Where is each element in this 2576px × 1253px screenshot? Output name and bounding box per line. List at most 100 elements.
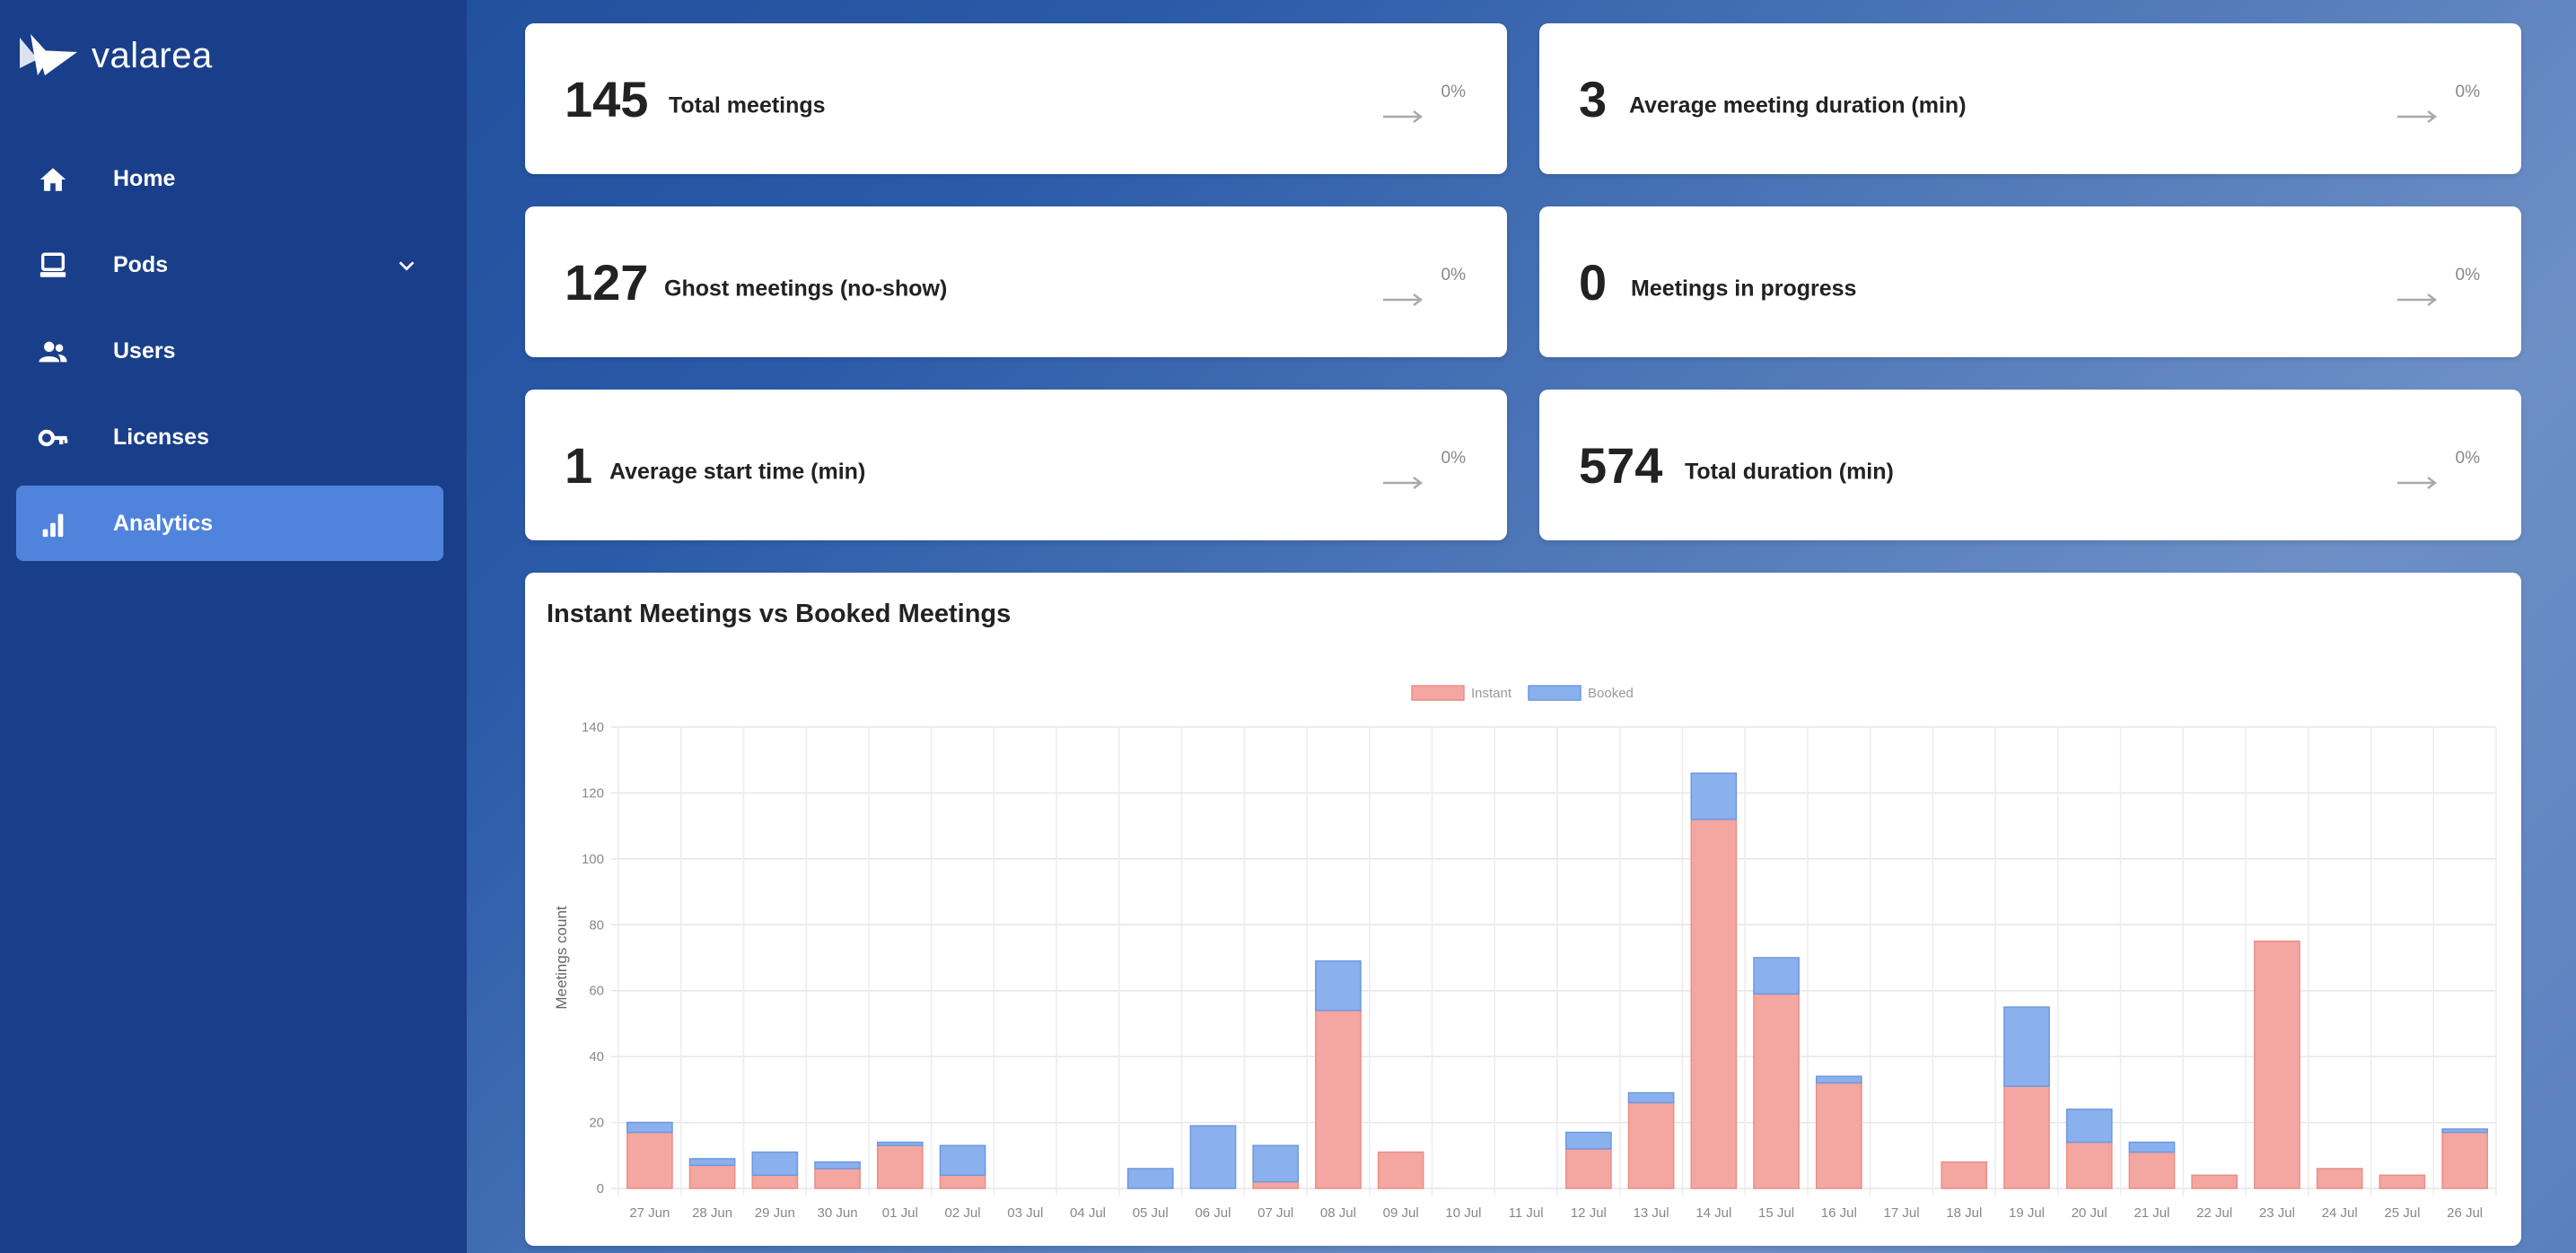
stat-trend: 0% [2455,266,2480,285]
bar-booked [2441,1128,2488,1134]
bar-booked [876,1141,924,1147]
chart-title: Instant Meetings vs Booked Meetings [547,600,1012,628]
x-tick-label: 06 Jul [1195,1205,1231,1221]
x-tick-label: 21 Jul [2134,1205,2169,1221]
stat-card-average-meeting-duration: 3 Average meeting duration (min) 0% [1539,23,2521,174]
arrow-right-icon [2397,110,2438,123]
bar-instant [1690,819,1738,1189]
bar-instant [2379,1174,2426,1189]
arrow-right-icon [1383,294,1424,306]
brand-name: valarea [92,35,213,75]
bar-booked [626,1121,673,1134]
x-tick-label: 27 Jun [629,1205,670,1221]
bar-booked [1565,1131,1612,1150]
bar-instant [814,1168,861,1189]
x-tick-label: 03 Jul [1007,1205,1043,1221]
x-tick-label: 25 Jul [2384,1205,2420,1221]
bar-instant [2191,1174,2239,1189]
x-tick-label: 16 Jul [1821,1205,1857,1221]
bar-instant [876,1144,924,1189]
meetings-bar-chart: 0 20 40 60 80 100 120 140 Meetings count 27 Jun 28… [553,685,2497,1221]
bar-instant [1941,1161,1988,1189]
x-tick-label: 30 Jun [818,1205,858,1221]
bar-booked [814,1161,861,1170]
stat-card-total-duration: 574 Total duration (min) 0% [1539,390,2521,540]
bar-instant [751,1174,799,1189]
bar-booked [939,1144,986,1177]
arrow-right-icon [2397,477,2438,489]
legend-label-booked: Booked [1588,686,1634,701]
bar-instant [1565,1148,1612,1189]
analytics-icon [42,513,64,538]
chevron-down-icon[interactable] [397,256,416,276]
bar-booked [1815,1075,1862,1084]
x-tick-label: 19 Jul [2009,1205,2045,1221]
x-tick-label: 26 Jul [2447,1205,2483,1221]
legend-label-instant: Instant [1471,686,1512,701]
y-tick-label: 40 [589,1049,604,1065]
y-tick-label: 20 [589,1116,604,1131]
stat-value: 145 [565,71,649,127]
sidebar-item-home[interactable]: Home [16,141,443,216]
sidebar-item-label: Home [113,165,176,191]
valarea-logo-icon [20,34,77,75]
bar-booked [1690,772,1738,820]
sidebar-item-label: Pods [113,251,169,277]
x-tick-label: 07 Jul [1257,1205,1293,1221]
bar-instant [1377,1151,1424,1189]
bar-booked [2003,1006,2050,1087]
bar-booked [2065,1108,2113,1143]
x-tick-label: 08 Jul [1320,1205,1356,1221]
sidebar-item-pods[interactable]: Pods [16,227,443,302]
stat-label: Total meetings [669,92,826,118]
sidebar-item-analytics[interactable]: Analytics [16,486,443,561]
x-tick-label: 28 Jun [692,1205,732,1221]
stat-card-ghost-meetings: 127 Ghost meetings (no-show) 0% [525,206,1507,357]
sidebar-item-users[interactable]: Users [16,313,443,389]
stat-trend: 0% [1441,266,1466,285]
stat-card-meetings-in-progress: 0 Meetings in progress 0% [1539,206,2521,357]
stat-value: 3 [1579,71,1608,127]
stat-card-average-start-time: 1 Average start time (min) 0% [525,390,1507,540]
legend-swatch-instant [1411,685,1465,701]
bar-instant [688,1164,736,1189]
bar-instant [1315,1009,1362,1189]
arrow-right-icon [1383,110,1424,123]
x-tick-label: 22 Jul [2196,1205,2232,1221]
stat-label: Ghost meetings (no-show) [664,276,948,302]
key-icon [38,429,68,447]
sidebar-item-label: Users [113,337,176,364]
x-tick-label: 15 Jul [1758,1205,1794,1221]
laptop-icon [39,252,66,277]
x-tick-label: 23 Jul [2259,1205,2295,1221]
stat-label: Average start time (min) [609,459,866,485]
sidebar-item-licenses[interactable]: Licenses [16,399,443,475]
y-tick-label: 140 [582,720,604,735]
bar-instant [2441,1131,2488,1189]
x-tick-label: 09 Jul [1383,1205,1419,1221]
stat-trend: 0% [1441,83,1466,101]
bar-booked [1315,959,1362,1012]
bar-booked [1189,1125,1237,1189]
bar-booked [688,1158,736,1167]
bar-instant [2254,940,2300,1189]
bar-instant [939,1174,986,1189]
sidebar-item-label: Analytics [113,510,214,536]
brand-logo[interactable]: valarea [18,32,213,79]
stat-label: Total duration (min) [1685,459,1894,485]
bar-booked [1252,1144,1300,1183]
x-tick-label: 20 Jul [2072,1205,2107,1221]
x-tick-label: 12 Jul [1571,1205,1607,1221]
bar-booked [1753,957,1800,995]
sidebar: valarea Home Pods Users Licenses Analyti… [0,0,467,1253]
arrow-right-icon [1383,477,1424,489]
stat-trend: 0% [2455,83,2480,101]
stat-card-total-meetings: 145 Total meetings 0% [525,23,1507,174]
bar-booked [1126,1168,1174,1189]
x-tick-label: 24 Jul [2322,1205,2358,1221]
stat-trend: 0% [1441,449,1466,468]
stat-value: 127 [565,254,649,311]
bar-instant [2128,1151,2176,1189]
y-tick-label: 0 [597,1181,604,1196]
y-tick-label: 120 [582,785,604,801]
